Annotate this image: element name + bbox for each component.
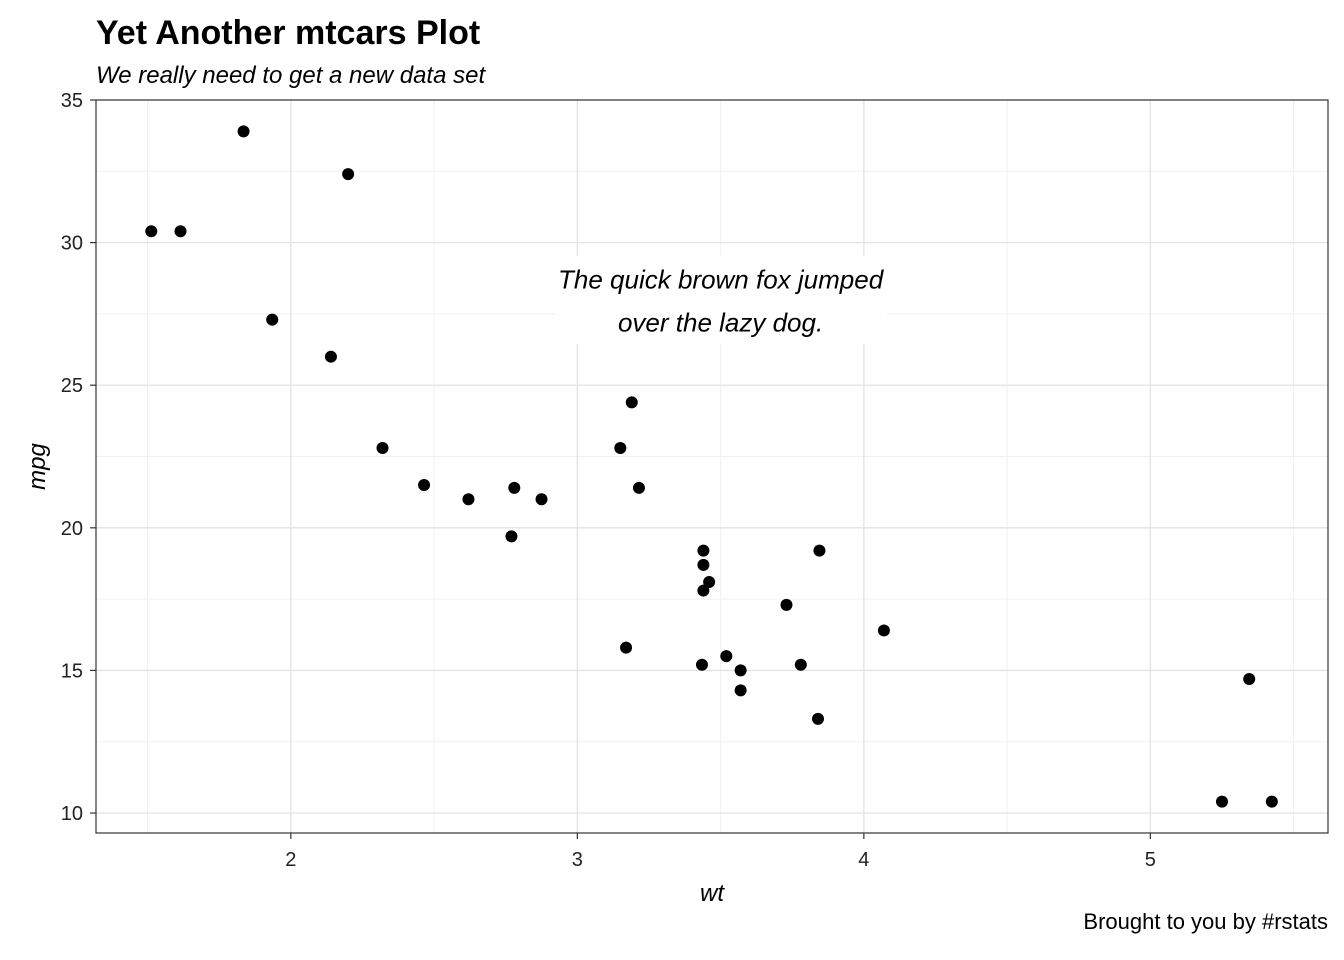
chart-caption: Brought to you by #rstats: [1083, 909, 1328, 934]
x-axis: 2 3 4 5: [285, 833, 1156, 871]
x-tick-label: 2: [285, 849, 296, 871]
y-tick-label: 25: [61, 375, 83, 397]
x-axis-title: wt: [700, 880, 725, 907]
data-point: [697, 544, 710, 557]
data-point: [376, 441, 389, 454]
data-point: [462, 493, 475, 506]
y-axis: 10 15 20 25 30 35: [61, 90, 96, 825]
data-point: [508, 481, 521, 494]
data-point: [174, 225, 187, 238]
data-point: [877, 624, 890, 637]
data-point: [1243, 672, 1256, 685]
major-gridlines: [96, 99, 1328, 833]
data-point: [734, 664, 747, 677]
y-tick-label: 15: [61, 660, 83, 682]
data-point: [703, 576, 716, 589]
data-point: [535, 493, 548, 506]
data-point: [734, 684, 747, 697]
data-point: [625, 396, 638, 409]
data-point: [342, 168, 355, 181]
data-point: [697, 558, 710, 571]
minor-gridlines: [96, 100, 1328, 833]
data-point: [145, 225, 158, 238]
y-tick-label: 20: [61, 518, 83, 540]
data-point: [620, 641, 633, 654]
data-point: [1265, 795, 1278, 808]
x-tick-label: 4: [858, 849, 869, 871]
annotation-line-1: The quick brown fox jumped: [558, 265, 885, 295]
data-point: [632, 481, 645, 494]
chart-title: Yet Another mtcars Plot: [96, 14, 480, 52]
data-point: [780, 598, 793, 611]
data-point: [794, 658, 807, 671]
data-point: [505, 530, 518, 543]
data-point: [813, 544, 826, 557]
x-tick-label: 3: [572, 849, 583, 871]
data-point: [418, 479, 431, 492]
annotation-background: [554, 255, 887, 344]
chart-subtitle: We really need to get a new data set: [96, 62, 486, 89]
y-tick-label: 30: [61, 233, 83, 255]
annotation-line-2: over the lazy dog.: [618, 308, 823, 338]
data-point: [697, 584, 710, 597]
panel-border: [95, 99, 1329, 834]
data-point: [695, 658, 708, 671]
data-point: [812, 712, 825, 725]
data-points: [145, 125, 1278, 808]
y-tick-label: 35: [61, 90, 83, 112]
data-point: [266, 313, 279, 326]
data-point: [614, 441, 627, 454]
x-tick-label: 5: [1145, 849, 1156, 871]
data-point: [237, 125, 250, 138]
y-tick-label: 10: [61, 803, 83, 825]
data-point: [1215, 795, 1228, 808]
y-axis-title: mpg: [24, 443, 51, 490]
annotation: The quick brown fox jumped over the lazy…: [554, 255, 887, 344]
data-point: [720, 650, 733, 663]
data-point: [324, 350, 337, 363]
